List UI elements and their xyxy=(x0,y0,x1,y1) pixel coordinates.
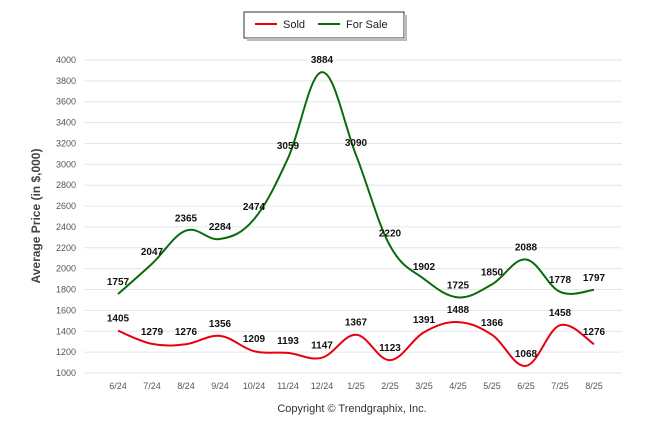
y-tick-label: 1600 xyxy=(56,305,76,315)
y-tick-label: 2200 xyxy=(56,243,76,253)
series-line-sold xyxy=(117,321,595,367)
x-tick-label: 10/24 xyxy=(243,381,266,391)
y-tick-label: 2400 xyxy=(56,222,76,232)
x-tick-label: 6/25 xyxy=(517,381,535,391)
data-label-for-sale: 2088 xyxy=(515,242,538,253)
legend-label-sold: Sold xyxy=(283,19,305,31)
data-label-sold: 1147 xyxy=(311,341,333,352)
data-label-for-sale: 2047 xyxy=(141,247,164,258)
data-label-for-sale: 3090 xyxy=(345,138,368,149)
y-tick-label: 1200 xyxy=(56,347,76,357)
data-label-for-sale: 1778 xyxy=(549,275,572,286)
x-tick-label: 7/25 xyxy=(551,381,569,391)
data-label-for-sale: 2474 xyxy=(243,202,266,213)
x-tick-label: 2/25 xyxy=(381,381,399,391)
data-label-for-sale: 1725 xyxy=(447,280,470,291)
y-tick-label: 1800 xyxy=(56,285,76,295)
y-tick-label: 2000 xyxy=(56,264,76,274)
legend-shadow xyxy=(404,15,407,41)
y-tick-label: 1400 xyxy=(56,326,76,336)
x-axis-tick-labels: 6/24 7/24 8/24 9/24 10/24 11/24 12/24 1/25 2/25 3… xyxy=(109,381,603,391)
x-tick-label: 6/24 xyxy=(109,381,127,391)
x-tick-label: 9/24 xyxy=(211,381,229,391)
y-tick-label: 3200 xyxy=(56,138,76,148)
x-tick-label: 8/25 xyxy=(585,381,603,391)
data-label-for-sale: 1850 xyxy=(481,267,504,278)
data-label-for-sale: 3059 xyxy=(277,141,300,152)
y-tick-label: 4000 xyxy=(56,55,76,65)
data-label-sold: 1367 xyxy=(345,318,368,329)
series-lines xyxy=(117,71,595,367)
data-label-for-sale: 1757 xyxy=(107,277,130,288)
y-tick-label: 3600 xyxy=(56,97,76,107)
data-label-sold: 1458 xyxy=(549,308,572,319)
data-label-for-sale: 1797 xyxy=(583,273,606,284)
data-label-sold: 1276 xyxy=(175,327,198,338)
y-tick-label: 2600 xyxy=(56,201,76,211)
data-label-sold: 1391 xyxy=(413,315,436,326)
data-label-sold: 1366 xyxy=(481,318,504,329)
x-tick-label: 1/25 xyxy=(347,381,365,391)
data-label-for-sale: 2284 xyxy=(209,222,232,233)
x-tick-label: 7/24 xyxy=(143,381,161,391)
data-label-sold: 1488 xyxy=(447,305,470,316)
copyright-footer: Copyright © Trendgraphix, Inc. xyxy=(277,403,426,415)
data-label-sold: 1405 xyxy=(107,314,130,325)
x-tick-label: 12/24 xyxy=(311,381,334,391)
data-labels: 1405 1279 1276 1356 1209 1193 1147 1367 1123 1391… xyxy=(107,55,606,360)
y-tick-label: 3400 xyxy=(56,118,76,128)
x-tick-label: 4/25 xyxy=(449,381,467,391)
data-label-for-sale: 3884 xyxy=(311,55,334,66)
data-label-for-sale: 2365 xyxy=(175,214,198,225)
data-label-sold: 1279 xyxy=(141,327,164,338)
y-axis-tick-labels: 1000 1200 1400 1600 1800 2000 2200 2400 2600 2800… xyxy=(56,55,76,378)
y-tick-label: 3800 xyxy=(56,76,76,86)
data-label-sold: 1209 xyxy=(243,334,266,345)
series-line-for-sale xyxy=(117,71,595,299)
legend: Sold For Sale xyxy=(243,11,407,41)
y-tick-label: 1000 xyxy=(56,368,76,378)
y-axis-title: Average Price (in $,000) xyxy=(29,149,43,284)
y-tick-label: 2800 xyxy=(56,180,76,190)
x-tick-label: 3/25 xyxy=(415,381,433,391)
data-label-sold: 1193 xyxy=(277,336,299,347)
y-tick-label: 3000 xyxy=(56,159,76,169)
grid-lines xyxy=(84,59,622,374)
data-label-sold: 1276 xyxy=(583,327,606,338)
x-tick-label: 8/24 xyxy=(177,381,195,391)
legend-label-for-sale: For Sale xyxy=(346,19,388,31)
data-label-for-sale: 1902 xyxy=(413,262,436,273)
legend-shadow-bottom xyxy=(247,38,407,41)
data-label-sold: 1123 xyxy=(379,343,401,354)
x-tick-label: 11/24 xyxy=(277,381,299,391)
data-label-sold: 1068 xyxy=(515,349,538,360)
x-tick-label: 5/25 xyxy=(483,381,501,391)
data-label-for-sale: 2220 xyxy=(379,229,402,240)
data-label-sold: 1356 xyxy=(209,319,232,330)
